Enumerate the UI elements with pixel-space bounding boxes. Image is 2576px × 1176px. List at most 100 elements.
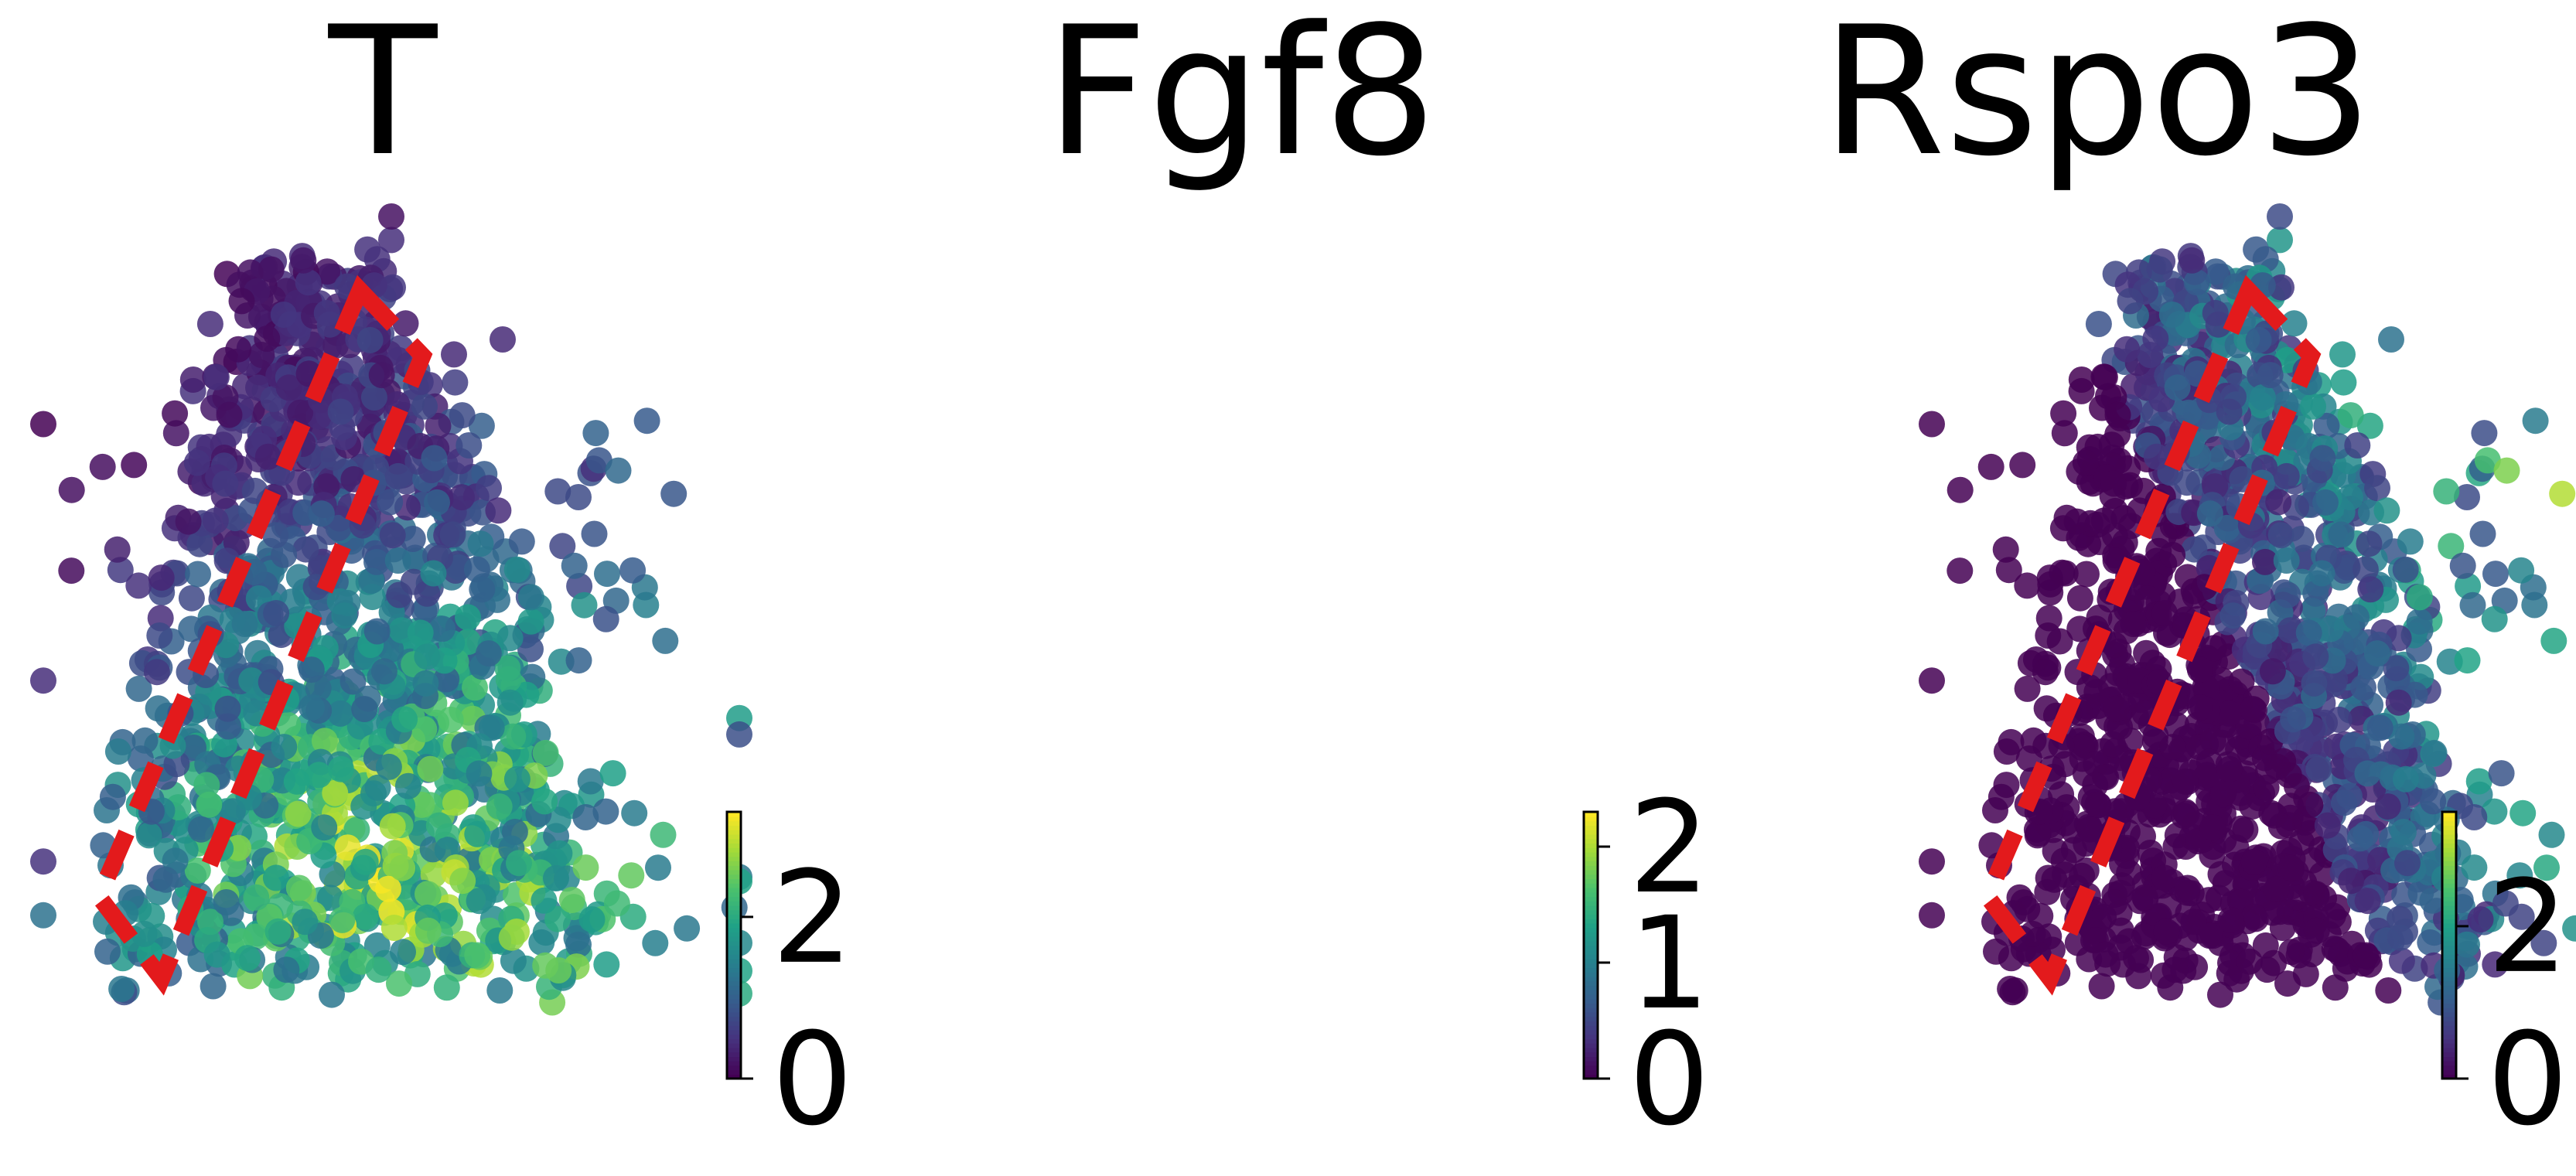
- scatter-point: [203, 941, 230, 968]
- scatter-point: [442, 789, 469, 816]
- scatter-point: [2266, 636, 2293, 663]
- scatter-point: [162, 420, 189, 447]
- colorbar-segment: [2442, 1056, 2456, 1062]
- scatter-point: [146, 622, 173, 649]
- colorbar-segment: [727, 838, 741, 844]
- scatter-point: [531, 788, 558, 815]
- scatter-point: [183, 449, 210, 476]
- colorbar-segment: [2442, 1069, 2456, 1075]
- scatter-point: [99, 783, 126, 810]
- scatter-point: [726, 721, 752, 748]
- colorbar-segment: [727, 1021, 741, 1026]
- colorbar-segment: [727, 1011, 741, 1017]
- scatter-point: [108, 976, 135, 1002]
- scatter-point: [316, 885, 343, 912]
- scatter-point: [193, 772, 220, 799]
- colorbar-segment: [1584, 919, 1598, 924]
- scatter-point: [2267, 522, 2295, 549]
- scatter-point: [2302, 643, 2329, 670]
- scatter-point: [2217, 906, 2244, 933]
- scatter-point: [621, 799, 648, 827]
- scatter-point: [2143, 443, 2170, 470]
- scatter-point: [2312, 489, 2339, 516]
- scatter-point: [2352, 556, 2379, 583]
- colorbar-segment: [1584, 896, 1598, 902]
- scatter-points: [1919, 203, 2576, 1016]
- colorbar-segment: [727, 1061, 741, 1066]
- scatter-point: [2273, 462, 2300, 489]
- scatter-point: [633, 407, 660, 435]
- scatter-point: [2387, 924, 2414, 951]
- scatter-point: [544, 905, 571, 932]
- colorbar-segment: [727, 914, 741, 919]
- scatter-point: [2438, 533, 2465, 560]
- scatter-point: [2142, 326, 2169, 352]
- colorbar-segment: [727, 847, 741, 853]
- colorbar-segment: [2442, 1052, 2456, 1058]
- scatter-point: [2449, 552, 2476, 579]
- scatter-point: [565, 484, 592, 510]
- scatter-point: [392, 310, 419, 337]
- scatter-point: [421, 445, 448, 472]
- colorbar-segment: [1584, 1047, 1598, 1053]
- colorbar-segment: [2442, 990, 2456, 995]
- scatter-point: [2066, 585, 2093, 612]
- scatter-point: [2309, 445, 2336, 472]
- scatter-point: [131, 920, 158, 947]
- scatter-point: [311, 728, 338, 755]
- scatter-point: [2467, 906, 2494, 933]
- scatter-point: [449, 402, 476, 429]
- colorbar-segment: [727, 994, 741, 1000]
- scatter-point: [30, 667, 56, 694]
- scatter-point: [2288, 526, 2315, 552]
- scatter-point: [89, 453, 116, 480]
- scatter-point: [2131, 923, 2158, 950]
- scatter-point: [178, 585, 205, 612]
- scatter-point: [2337, 484, 2363, 511]
- colorbar-segment: [2442, 1047, 2456, 1053]
- colorbar-segment: [2442, 1043, 2456, 1048]
- scatter-point: [2406, 584, 2433, 611]
- scatter-point: [2530, 929, 2557, 956]
- scatter-point: [135, 822, 162, 849]
- colorbar-segment: [1584, 998, 1598, 1004]
- scatter-point: [2356, 412, 2383, 439]
- colorbar-segment: [1584, 954, 1598, 960]
- scatter-point: [186, 530, 213, 557]
- scatter-point: [214, 695, 241, 722]
- scatter-point: [2104, 401, 2131, 428]
- scatter-point: [365, 956, 392, 983]
- scatter-point: [429, 615, 455, 643]
- colorbar-segment: [1584, 1056, 1598, 1062]
- scatter-point: [439, 521, 466, 548]
- scatter-point: [565, 647, 592, 674]
- scatter-point: [2073, 561, 2100, 588]
- scatter-point: [593, 951, 620, 978]
- scatter-point: [394, 772, 421, 799]
- scatter-point: [486, 977, 513, 1004]
- scatter-point: [225, 336, 252, 363]
- colorbar-segment: [727, 830, 741, 835]
- colorbar-segment: [727, 963, 741, 969]
- colorbar-segment: [727, 1034, 741, 1040]
- scatter-point: [292, 908, 319, 936]
- colorbar-segment: [1584, 1021, 1598, 1026]
- colorbar-segment: [2442, 998, 2456, 1004]
- scatter-point: [2325, 706, 2353, 733]
- scatter-point: [2465, 768, 2492, 795]
- scatter-point: [645, 854, 671, 881]
- scatter-point: [384, 462, 411, 489]
- scatter-point: [442, 369, 469, 396]
- colorbar-segment: [1584, 985, 1598, 990]
- colorbar-segment: [727, 816, 741, 822]
- scatter-point: [642, 929, 669, 956]
- scatter-point: [162, 400, 189, 427]
- colorbar-segment: [727, 967, 741, 973]
- scatter-point: [2101, 889, 2128, 915]
- scatter-point: [2151, 522, 2178, 549]
- scatter-point: [2354, 888, 2381, 915]
- scatter-point: [262, 864, 289, 891]
- scatter-point: [295, 269, 322, 296]
- scatter-point: [2014, 675, 2041, 702]
- scatter-point: [2373, 497, 2400, 524]
